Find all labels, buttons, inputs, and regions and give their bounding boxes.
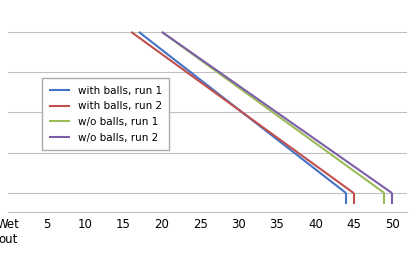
w/o balls, run 1 [159,30,164,33]
with balls, run 2 [351,191,356,195]
with balls, run 1 [344,191,349,195]
Line: with balls, run 2: with balls, run 2 [131,32,354,193]
Legend: with balls, run 1, with balls, run 2, w/o balls, run 1, w/o balls, run 2: with balls, run 1, with balls, run 2, w/… [42,78,169,150]
w/o balls, run 1 [382,191,387,195]
with balls, run 2 [129,30,134,33]
Line: w/o balls, run 2: w/o balls, run 2 [162,32,392,193]
Line: with balls, run 1: with balls, run 1 [139,32,346,193]
w/o balls, run 2 [389,191,394,195]
Line: w/o balls, run 1: w/o balls, run 1 [162,32,384,193]
w/o balls, run 2 [159,30,164,33]
with balls, run 1 [136,30,142,33]
